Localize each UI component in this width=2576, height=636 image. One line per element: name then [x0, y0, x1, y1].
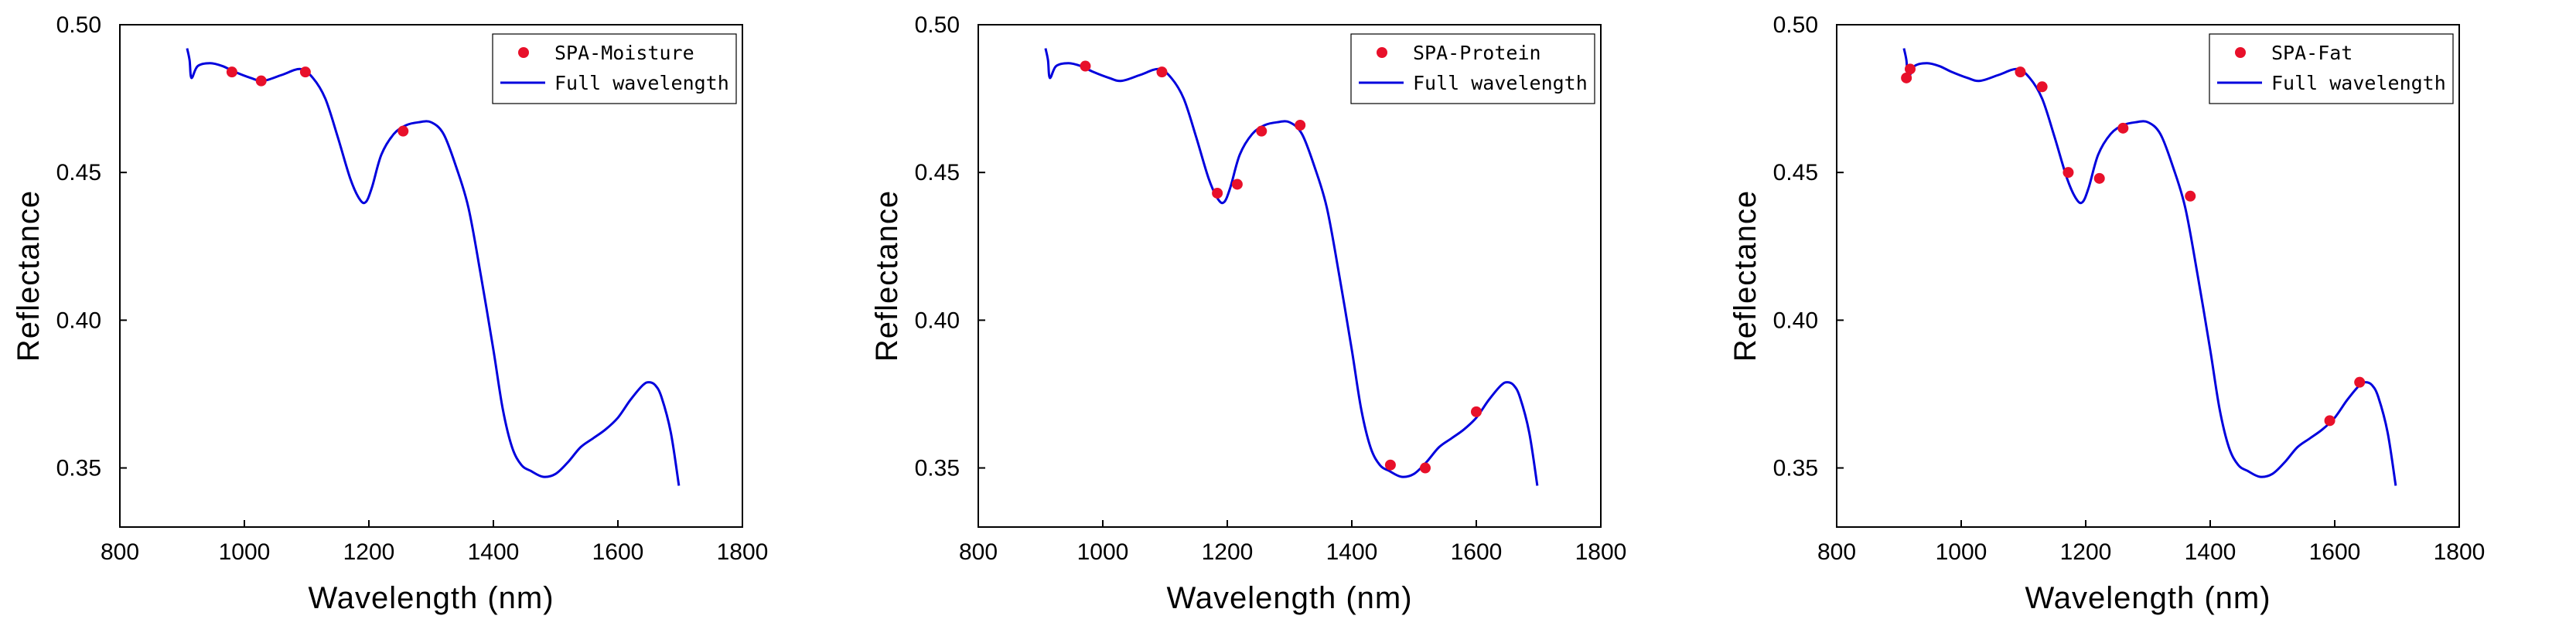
legend-label-full: Full wavelength: [2271, 72, 2446, 94]
chart-svg: 800 1000 1200 1400 1600 1800 0.35 0.40 0.45 0.50 W…: [12, 12, 769, 615]
legend-box: [2209, 33, 2454, 104]
spa-point: [2093, 172, 2105, 184]
y-tick-label: 0.40: [915, 308, 960, 333]
y-tick-label: 0.45: [56, 160, 101, 185]
x-tick-label: 1800: [2434, 539, 2486, 565]
x-tick-label: 1800: [1575, 539, 1627, 565]
x-tick-label: 1600: [2309, 539, 2361, 565]
legend-box: [492, 33, 737, 104]
x-axis-title: Wavelength (nm): [308, 581, 554, 615]
x-tick-label: 1600: [592, 539, 644, 565]
x-tick-label: 1200: [1202, 539, 1254, 565]
spa-point: [2117, 122, 2129, 134]
spa-point: [255, 75, 267, 87]
spa-point: [1419, 462, 1431, 474]
y-tick-label: 0.50: [915, 12, 960, 38]
spa-point: [2354, 376, 2366, 388]
spa-point: [299, 66, 311, 78]
y-tick-label: 0.50: [56, 12, 101, 38]
spa-point: [2063, 167, 2074, 179]
legend: SPA-Moisture Full wavelength: [492, 33, 737, 104]
legend: SPA-Fat Full wavelength: [2209, 33, 2454, 104]
full-wavelength-line: [1902, 48, 2397, 486]
y-tick-label: 0.40: [1773, 308, 1818, 333]
x-tick-label: 800: [959, 539, 998, 565]
x-tick-label: 800: [1817, 539, 1856, 565]
y-tick-label: 0.35: [1773, 456, 1818, 481]
spa-point: [397, 125, 409, 137]
legend-box: [1350, 33, 1595, 104]
y-axis-title: Reflectance: [12, 190, 46, 362]
y-tick-label: 0.40: [56, 308, 101, 333]
chart-svg: 800 1000 1200 1400 1600 1800 0.35 0.40 0.45 0.50 W…: [870, 12, 1627, 615]
x-tick-label: 1400: [1326, 539, 1378, 565]
legend: SPA-Protein Full wavelength: [1350, 33, 1595, 104]
spa-point: [2324, 415, 2335, 427]
spa-point: [2185, 190, 2196, 202]
spa-point: [226, 66, 237, 78]
legend-label-spa: SPA-Fat: [2271, 42, 2353, 64]
legend-marker-spa: [2235, 47, 2246, 58]
full-wavelength-line: [186, 48, 681, 486]
x-tick-label: 1800: [717, 539, 769, 565]
plot-frame: [1836, 24, 2460, 528]
legend-label-full: Full wavelength: [554, 72, 729, 94]
y-tick-label: 0.35: [56, 456, 101, 481]
legend-marker-spa: [518, 47, 529, 58]
chart-svg: 800 1000 1200 1400 1600 1800 0.35 0.40 0.45 0.50 W…: [1728, 12, 2486, 615]
legend-marker-spa: [1377, 47, 1387, 58]
spa-point: [1156, 66, 1168, 78]
chart-panel-moisture: 800 1000 1200 1400 1600 1800 0.35 0.40 0.45 0.50 W…: [0, 0, 858, 632]
full-wavelength-line: [1044, 48, 1539, 486]
y-axis-title: Reflectance: [1728, 190, 1762, 362]
legend-label-spa: SPA-Protein: [1413, 42, 1541, 64]
legend-label-full: Full wavelength: [1413, 72, 1588, 94]
x-tick-label: 1400: [2185, 539, 2237, 565]
plot-frame: [119, 24, 743, 528]
legend-label-spa: SPA-Moisture: [554, 42, 694, 64]
chart-panel-fat: 800 1000 1200 1400 1600 1800 0.35 0.40 0.45 0.50 W…: [1717, 0, 2575, 632]
x-tick-label: 1000: [1077, 539, 1129, 565]
chart-panel-protein: 800 1000 1200 1400 1600 1800 0.35 0.40 0.45 0.50 W…: [858, 0, 1717, 632]
spa-point: [1212, 187, 1223, 199]
x-axis-title: Wavelength (nm): [2025, 581, 2271, 615]
y-tick-label: 0.45: [915, 160, 960, 185]
spa-point: [1080, 60, 1091, 72]
y-tick-label: 0.35: [915, 456, 960, 481]
x-tick-label: 1200: [343, 539, 395, 565]
spa-point: [1471, 406, 1482, 417]
x-tick-label: 1400: [468, 539, 520, 565]
y-axis-title: Reflectance: [870, 190, 904, 362]
y-tick-label: 0.50: [1773, 12, 1818, 38]
spa-point: [1904, 63, 1916, 75]
x-axis-title: Wavelength (nm): [1166, 581, 1412, 615]
x-tick-label: 1200: [2060, 539, 2112, 565]
spa-point: [1901, 72, 1912, 83]
x-tick-label: 1000: [219, 539, 271, 565]
spa-point: [2015, 66, 2026, 78]
x-tick-label: 1000: [1936, 539, 1987, 565]
x-tick-label: 800: [101, 539, 139, 565]
plot-frame: [978, 24, 1602, 528]
spa-point: [1231, 179, 1243, 190]
spa-point: [1256, 125, 1268, 137]
spa-point: [1384, 459, 1396, 471]
spa-point: [1295, 120, 1306, 131]
y-tick-label: 0.45: [1773, 160, 1818, 185]
x-tick-label: 1600: [1451, 539, 1503, 565]
spa-point: [2036, 81, 2048, 93]
